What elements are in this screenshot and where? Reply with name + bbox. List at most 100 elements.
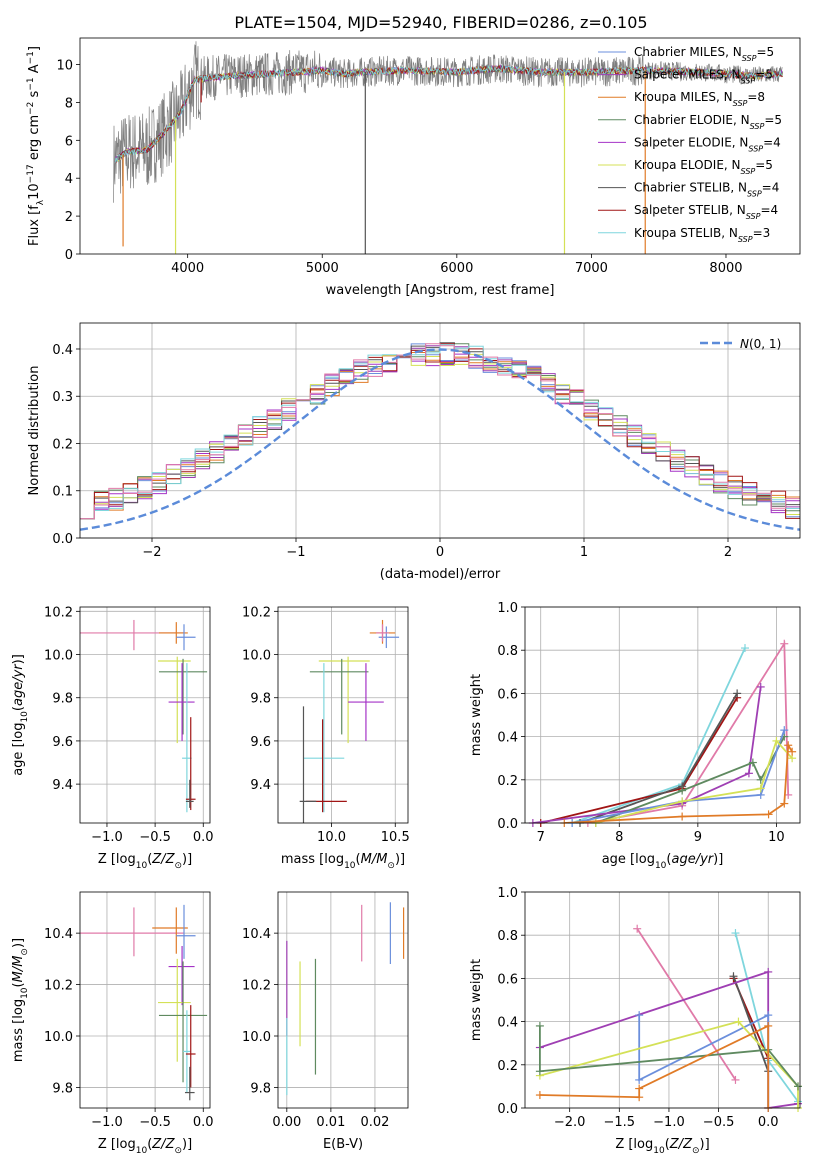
tick-label-x: 0.01	[316, 1115, 345, 1130]
label-part: (	[666, 852, 671, 867]
tick-label-y: 1.0	[497, 886, 518, 901]
tick-label-y: 10.0	[242, 649, 271, 664]
label-part: 10	[20, 987, 30, 999]
tick-label-x: 9	[694, 830, 702, 845]
errorbar-point	[158, 656, 191, 744]
tick-label-y: 10.2	[44, 605, 73, 620]
legend-text: Kroupa ELODIE, N	[634, 158, 741, 172]
errorbar-point	[168, 946, 195, 1006]
errorbar-point	[303, 663, 345, 813]
label-part: 10	[655, 861, 667, 871]
weight-marker	[794, 1082, 803, 1091]
errorbar-point	[348, 663, 384, 741]
label-part: −2	[26, 102, 36, 115]
tick-label-y: 9.8	[250, 692, 271, 707]
tick-label-y: 10.0	[242, 1030, 271, 1045]
label-part: (	[147, 852, 152, 867]
errorbar-point	[185, 717, 196, 811]
legend-sub: SSP	[733, 99, 748, 108]
tick-label-x: 0.0	[193, 830, 214, 845]
axes-frame	[524, 891, 801, 1109]
label-part: ]	[27, 46, 42, 51]
tick-label-y: 10.2	[44, 979, 73, 994]
histogram-step	[80, 343, 800, 520]
axes-frame	[277, 891, 409, 1109]
tick-label-x: 7000	[575, 261, 608, 276]
weight-line	[540, 697, 738, 823]
errorbar-point	[185, 1005, 196, 1088]
legend-entry: Kroupa MILES, NSSP=8	[634, 90, 765, 108]
tick-label-x: −1.0	[91, 830, 123, 845]
legend-val: =5	[764, 113, 782, 127]
age_vs_Z-axes	[76, 607, 210, 827]
tick-label-y: 4	[65, 172, 73, 187]
legend-sub: SSP	[748, 144, 763, 153]
label-part: 10	[27, 183, 42, 200]
label-part: s	[27, 90, 42, 101]
legend-val: =8	[747, 90, 765, 104]
label-part: ⊙	[692, 1146, 700, 1156]
weight-marker	[780, 726, 789, 735]
tick-label-y: 0.2	[497, 1059, 518, 1074]
weight-line	[579, 692, 738, 823]
tick-label-y: 9.4	[250, 778, 271, 793]
axes-frame	[79, 891, 211, 1109]
label-part: −17	[26, 164, 36, 183]
y-axis-label: Normed distribution	[27, 366, 42, 496]
spectrum-axes	[76, 64, 727, 258]
legend-entry: Chabrier MILES, NSSP=5	[634, 45, 774, 63]
tick-label-y: 0.4	[497, 731, 518, 746]
legend-sub: SSP	[746, 212, 761, 221]
label-part: M/M	[11, 956, 26, 983]
tick-label-y: 10	[56, 59, 73, 74]
weight-line	[638, 1013, 770, 1108]
weight-marker	[784, 741, 793, 750]
weight-line	[539, 1025, 799, 1087]
legend-val: =4	[762, 181, 780, 195]
label-part: Z [log	[98, 852, 136, 867]
tick-label-y: 0.8	[497, 929, 518, 944]
errorbar-point	[176, 624, 196, 651]
tick-label-y: 0.4	[497, 1016, 518, 1031]
errorbar-point	[80, 907, 184, 957]
label-part: ⊙	[174, 1146, 182, 1156]
weight-marker	[780, 639, 789, 648]
label-part: )]	[182, 1137, 192, 1152]
axis-label: age [log10(age/yr)]	[11, 654, 30, 776]
weight-marker	[734, 1017, 743, 1026]
legend-entry: Salpeter STELIB, NSSP=4	[634, 203, 778, 221]
axis-label: Z [log10(Z/Z⊙)]	[98, 1137, 192, 1156]
tick-label-x: 0.02	[360, 1115, 389, 1130]
tick-label-y: 0.0	[497, 817, 518, 832]
tick-label-y: 6	[65, 134, 73, 149]
weight-line	[571, 729, 786, 823]
tick-label-x: −2	[142, 545, 161, 560]
spectrum-model-line	[114, 64, 783, 164]
tick-label-y: 0.0	[52, 532, 73, 547]
weight-marker	[731, 1075, 740, 1084]
tick-label-x: 6000	[440, 261, 473, 276]
x-axis-label: (data-model)/error	[380, 567, 501, 582]
tick-label-x: 10.5	[381, 830, 410, 845]
tick-label-y: 10.2	[242, 979, 271, 994]
errorbar-point	[168, 663, 195, 741]
tick-label-x: −1	[286, 545, 305, 560]
label-part: )]	[700, 1137, 710, 1152]
errorbar-point	[158, 958, 191, 1062]
legend-entry: Salpeter ELODIE, NSSP=4	[634, 135, 781, 153]
weight-line	[564, 742, 793, 823]
tick-label-y: 0.8	[497, 644, 518, 659]
errorbar-point	[309, 658, 369, 735]
tick-label-x: −0.5	[139, 1115, 171, 1130]
label-part: (	[147, 1137, 152, 1152]
tick-label-x: 8	[615, 830, 623, 845]
tick-label-y: 10.0	[44, 1030, 73, 1045]
label-part: age [log	[602, 852, 655, 867]
errorbar-point	[306, 719, 347, 813]
tick-label-x: 2	[724, 545, 732, 560]
axes-frame	[79, 322, 801, 539]
weight-marker	[635, 1084, 644, 1093]
label-part: age/yr	[11, 663, 26, 706]
axis-label: age [log10(age/yr)]	[602, 852, 724, 871]
label-part: age [log	[11, 723, 26, 776]
